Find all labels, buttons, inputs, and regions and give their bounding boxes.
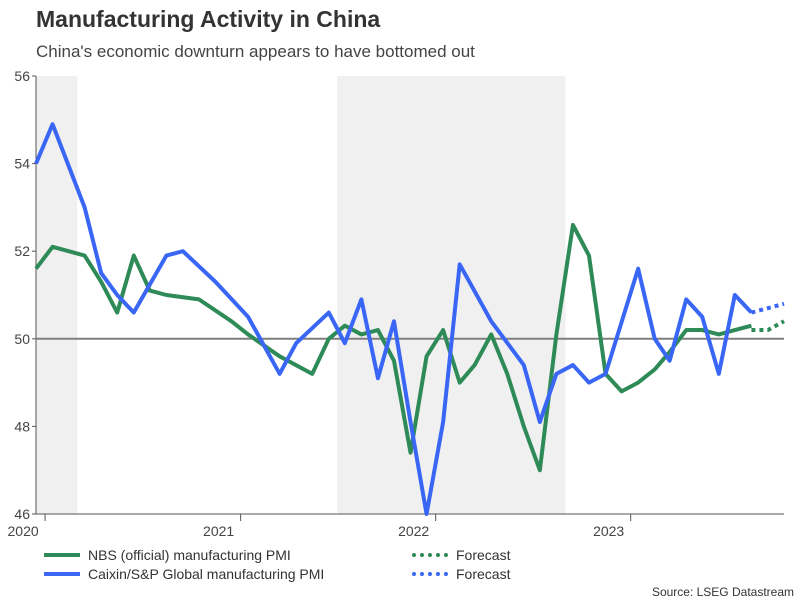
y-tick-label-50: 50 — [14, 331, 30, 347]
legend-item-nbs-forecast: Forecast — [412, 545, 510, 564]
legend-forecast: Forecast Forecast — [412, 545, 510, 583]
legend-actual: NBS (official) manufacturing PMI Caixin/… — [44, 545, 324, 583]
series-line-nbs — [34, 222, 752, 473]
legend-swatch-caixin-forecast — [412, 571, 448, 576]
legend-item-caixin: Caixin/S&P Global manufacturing PMI — [44, 564, 324, 583]
x-tick-label-2021: 2021 — [203, 523, 234, 539]
x-tick-label-2023: 2023 — [593, 523, 624, 539]
shaded-period-0 — [36, 76, 78, 514]
shaded-periods — [36, 76, 566, 514]
forecast-line-caixin — [750, 301, 785, 315]
y-tick-label-54: 54 — [14, 156, 30, 172]
y-tick-label-46: 46 — [14, 506, 30, 522]
series-lines — [34, 122, 785, 516]
forecast-line-nbs — [751, 319, 785, 333]
legend-swatch-caixin — [44, 571, 80, 576]
chart-title: Manufacturing Activity in China — [36, 6, 381, 32]
legend-swatch-nbs-forecast — [412, 552, 448, 557]
legend-swatch-nbs — [44, 552, 80, 557]
series-line-caixin — [34, 122, 753, 516]
legend-label-nbs-forecast: Forecast — [456, 546, 511, 563]
x-tick-label-2020: 2020 — [8, 523, 39, 539]
legend-item-nbs: NBS (official) manufacturing PMI — [44, 545, 324, 564]
legend-label-caixin-forecast: Forecast — [456, 565, 511, 582]
legend-item-caixin-forecast: Forecast — [412, 564, 510, 583]
source-note: Source: LSEG Datastream — [651, 585, 794, 599]
legend-label-nbs: NBS (official) manufacturing PMI — [88, 546, 291, 563]
x-tick-label-2022: 2022 — [398, 523, 429, 539]
y-tick-label-56: 56 — [14, 68, 30, 84]
legend-label-caixin: Caixin/S&P Global manufacturing PMI — [88, 565, 325, 582]
y-tick-label-52: 52 — [14, 243, 30, 259]
axes: 46 48 50 52 54 56 2020 2021 2022 2023 — [8, 68, 784, 539]
chart-subtitle: China's economic downturn appears to hav… — [36, 42, 475, 61]
y-tick-label-48: 48 — [14, 418, 30, 434]
